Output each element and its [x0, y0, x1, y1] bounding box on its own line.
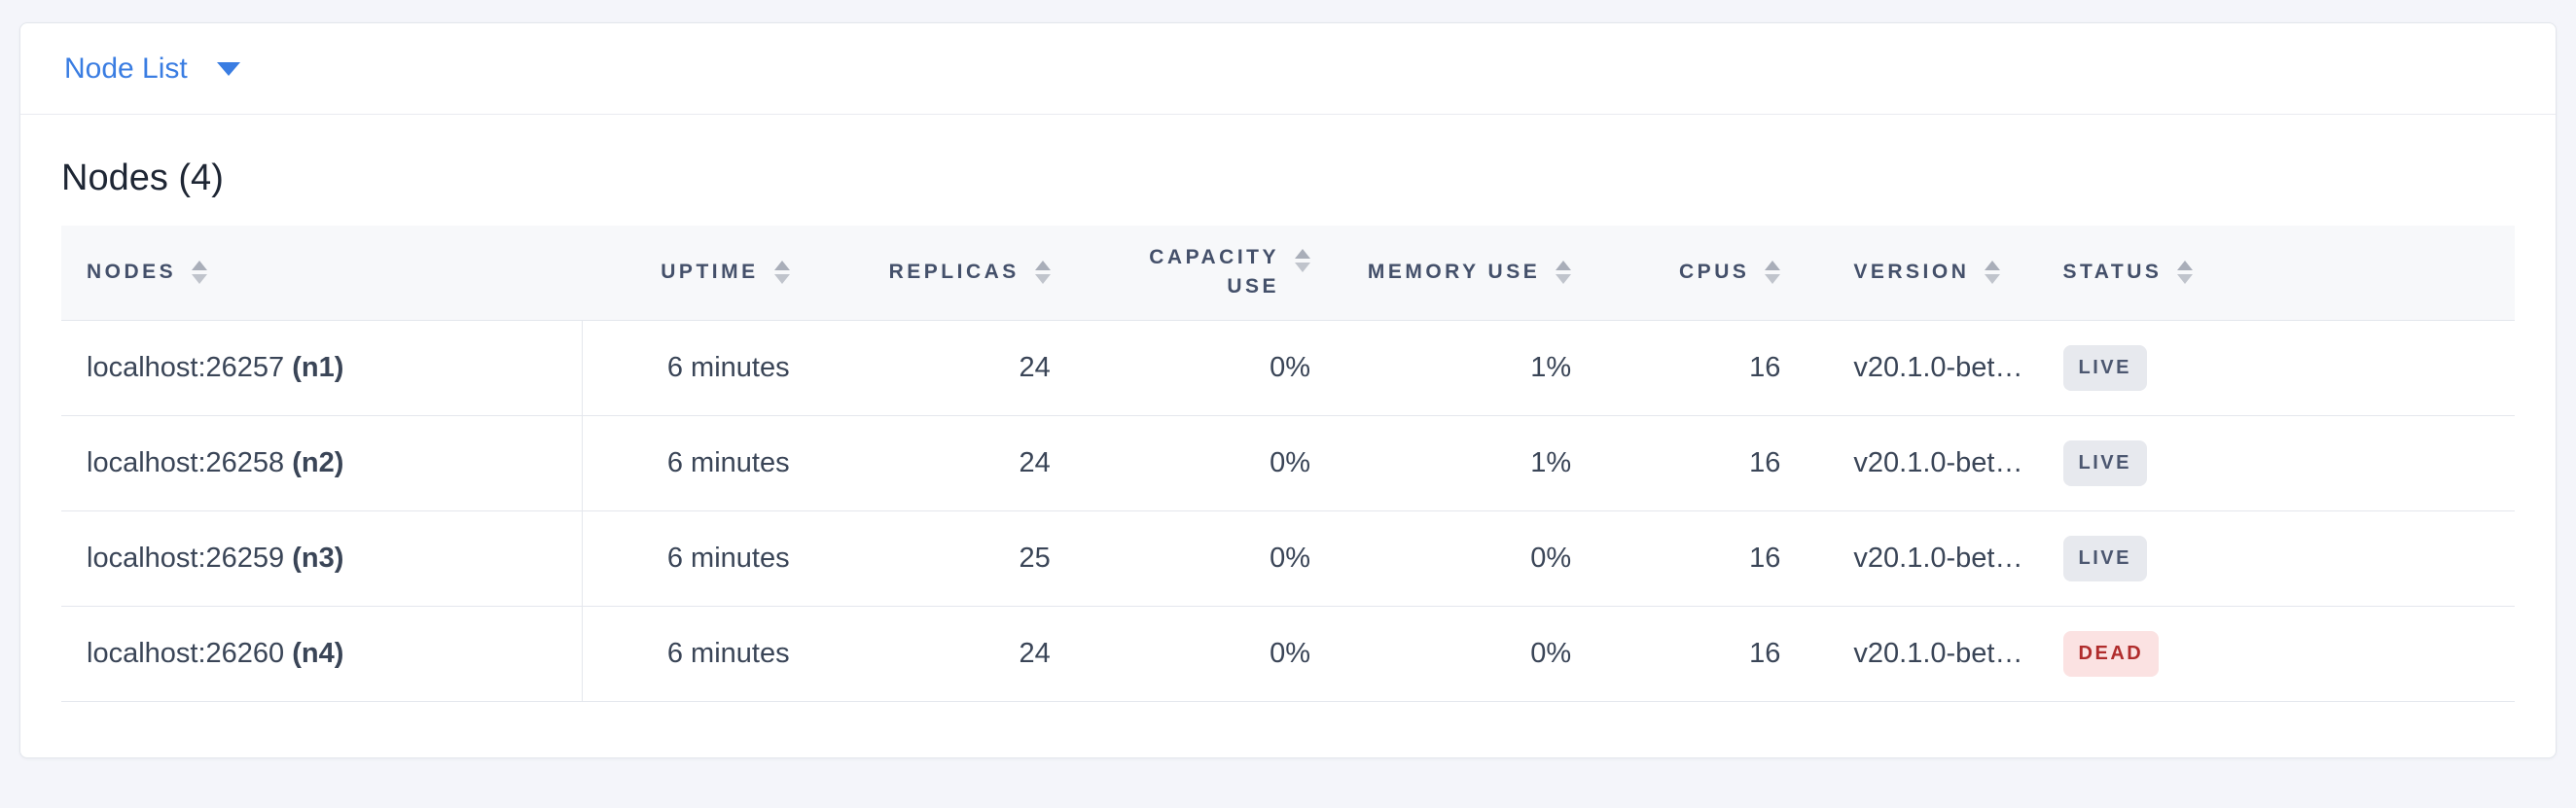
- node-list-card: Node List Nodes (4) NODES: [19, 22, 2557, 758]
- card-body: Nodes (4) NODES UPTIME: [20, 156, 2556, 702]
- node-address-cell: localhost:26258 (n2): [61, 415, 583, 511]
- card-header: Node List: [20, 23, 2556, 115]
- column-label: CAPACITY USE: [1149, 246, 1280, 299]
- table-row: localhost:26259 (n3) 6 minutes 25 0% 0% …: [61, 510, 2515, 607]
- column-header-uptime[interactable]: UPTIME: [582, 226, 831, 321]
- status-badge: LIVE: [2062, 535, 2147, 581]
- sort-icon[interactable]: [1985, 261, 2001, 285]
- uptime-cell: 6 minutes: [582, 415, 831, 511]
- node-id: (n3): [292, 542, 344, 574]
- version-cell: v20.1.0-bet…: [1821, 320, 2031, 416]
- column-label: STATUS: [2062, 261, 2163, 284]
- column-label: MEMORY USE: [1367, 261, 1541, 284]
- capacity-use-cell: 0%: [1091, 320, 1352, 416]
- status-badge: LIVE: [2062, 439, 2147, 486]
- node-id: (n1): [292, 351, 344, 383]
- cpus-cell: 16: [1612, 510, 1822, 607]
- column-header-memory-use[interactable]: MEMORY USE: [1351, 226, 1613, 321]
- nodes-table: NODES UPTIME REPLICAS: [61, 226, 2515, 702]
- table-header-row: NODES UPTIME REPLICAS: [61, 226, 2515, 321]
- memory-use-cell: 1%: [1351, 415, 1613, 511]
- status-cell: LIVE: [2030, 320, 2515, 416]
- node-id: (n2): [292, 446, 344, 478]
- sort-icon[interactable]: [2177, 261, 2194, 285]
- uptime-cell: 6 minutes: [582, 320, 831, 416]
- replicas-cell: 25: [830, 510, 1091, 607]
- replicas-cell: 24: [830, 606, 1091, 702]
- replicas-cell: 24: [830, 320, 1091, 416]
- page-title: Nodes (4): [61, 158, 224, 198]
- column-header-version[interactable]: VERSION: [1821, 226, 2031, 321]
- capacity-use-cell: 0%: [1091, 510, 1352, 607]
- sort-icon[interactable]: [1295, 249, 1311, 273]
- status-badge: LIVE: [2062, 344, 2147, 391]
- version-cell: v20.1.0-bet…: [1821, 510, 2031, 607]
- uptime-cell: 6 minutes: [582, 510, 831, 607]
- cpus-cell: 16: [1612, 415, 1822, 511]
- caret-down-icon: [216, 61, 240, 76]
- view-selector-label: Node List: [64, 52, 188, 85]
- column-label: VERSION: [1853, 261, 1970, 284]
- sort-icon[interactable]: [1556, 261, 1572, 285]
- replicas-cell: 24: [830, 415, 1091, 511]
- cpus-cell: 16: [1612, 320, 1822, 416]
- table-row: localhost:26257 (n1) 6 minutes 24 0% 1% …: [61, 320, 2515, 416]
- node-address-cell: localhost:26259 (n3): [61, 510, 583, 607]
- capacity-use-cell: 0%: [1091, 415, 1352, 511]
- status-cell: DEAD: [2030, 606, 2515, 702]
- sort-icon[interactable]: [773, 261, 790, 285]
- column-label: UPTIME: [661, 261, 759, 284]
- column-header-nodes[interactable]: NODES: [61, 226, 583, 321]
- sort-icon[interactable]: [1034, 261, 1051, 285]
- version-cell: v20.1.0-bet…: [1821, 606, 2031, 702]
- cpus-cell: 16: [1612, 606, 1822, 702]
- memory-use-cell: 1%: [1351, 320, 1613, 416]
- memory-use-cell: 0%: [1351, 606, 1613, 702]
- table-row: localhost:26260 (n4) 6 minutes 24 0% 0% …: [61, 606, 2515, 702]
- column-header-cpus[interactable]: CPUS: [1612, 226, 1822, 321]
- node-address-cell: localhost:26260 (n4): [61, 606, 583, 702]
- sort-icon[interactable]: [192, 261, 208, 285]
- table-row: localhost:26258 (n2) 6 minutes 24 0% 1% …: [61, 415, 2515, 511]
- sort-icon[interactable]: [1765, 261, 1781, 285]
- column-header-status[interactable]: STATUS: [2030, 226, 2515, 321]
- status-cell: LIVE: [2030, 510, 2515, 607]
- node-address-cell: localhost:26257 (n1): [61, 320, 583, 416]
- capacity-use-cell: 0%: [1091, 606, 1352, 702]
- version-cell: v20.1.0-bet…: [1821, 415, 2031, 511]
- status-cell: LIVE: [2030, 415, 2515, 511]
- view-selector-dropdown[interactable]: Node List: [64, 53, 240, 86]
- column-header-replicas[interactable]: REPLICAS: [830, 226, 1091, 321]
- column-label: NODES: [87, 261, 177, 284]
- memory-use-cell: 0%: [1351, 510, 1613, 607]
- uptime-cell: 6 minutes: [582, 606, 831, 702]
- column-label: REPLICAS: [888, 261, 1020, 284]
- node-id: (n4): [292, 637, 344, 669]
- column-header-capacity-use[interactable]: CAPACITY USE: [1091, 226, 1352, 321]
- column-label: CPUS: [1679, 261, 1750, 284]
- status-badge: DEAD: [2062, 630, 2160, 677]
